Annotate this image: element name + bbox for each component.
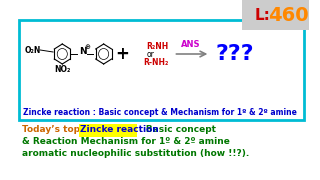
Text: Today’s topic:: Today’s topic: <box>22 125 95 134</box>
Text: O₂N: O₂N <box>25 46 41 55</box>
Text: 460: 460 <box>268 6 309 24</box>
Bar <box>19 20 304 120</box>
Text: +: + <box>115 45 129 63</box>
Text: R₂NH: R₂NH <box>146 42 168 51</box>
Text: NO₂: NO₂ <box>54 64 70 73</box>
Text: R-NH₂: R-NH₂ <box>143 57 169 66</box>
Text: L:: L: <box>255 8 271 22</box>
Text: & Reaction Mechanism for 1º & 2º amine: & Reaction Mechanism for 1º & 2º amine <box>22 138 230 147</box>
Bar <box>243 0 308 30</box>
Text: ⊕: ⊕ <box>84 44 90 50</box>
Text: Zincke reaction : Basic concept & Mechanism for 1º & 2º amine: Zincke reaction : Basic concept & Mechan… <box>23 107 297 116</box>
Text: ANS: ANS <box>181 39 201 48</box>
Text: or: or <box>147 50 155 59</box>
Text: : Basic concept: : Basic concept <box>139 125 216 134</box>
Text: aromatic nucleophilic substitution (how !!?).: aromatic nucleophilic substitution (how … <box>22 150 249 159</box>
Text: ???: ??? <box>216 44 254 64</box>
Bar <box>79 123 137 136</box>
Text: Zincke reaction: Zincke reaction <box>80 125 158 134</box>
Text: N: N <box>79 46 86 55</box>
